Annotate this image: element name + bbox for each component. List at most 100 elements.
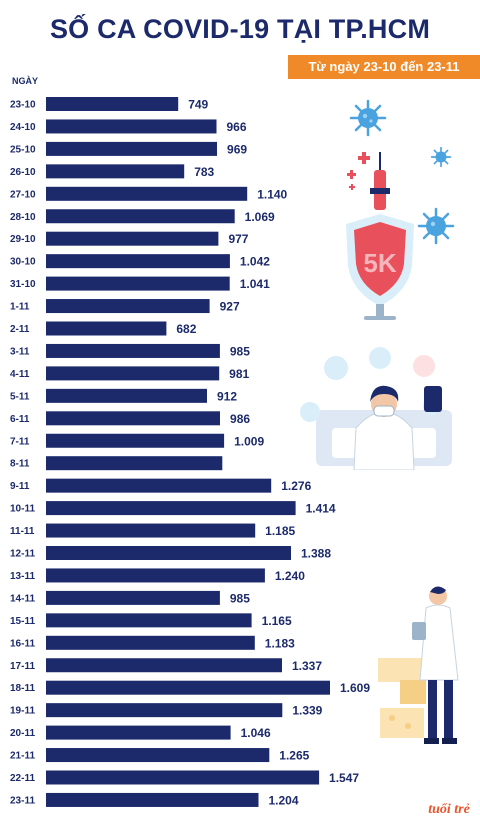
category-label: 16-11 (10, 638, 35, 649)
category-label: 9-11 (10, 481, 30, 492)
date-range-badge: Từ ngày 23-10 đến 23-11 (288, 55, 480, 79)
category-label: 31-10 (10, 279, 36, 290)
virus-icon (430, 146, 452, 168)
bar (46, 343, 220, 358)
category-label: 28-10 (10, 212, 36, 223)
value-label: 1.339 (292, 704, 322, 718)
bar (46, 748, 270, 763)
bar (46, 97, 179, 111)
value-label: 1.388 (301, 547, 331, 561)
bar (46, 433, 225, 448)
value-label: 1.046 (241, 726, 271, 740)
bar (46, 680, 330, 695)
doctor-icon (378, 586, 459, 744)
bar (46, 635, 255, 650)
y-axis-label: NGÀY (12, 76, 39, 86)
bar (46, 658, 282, 673)
category-label: 20-11 (10, 728, 35, 739)
category-label: 2-11 (10, 324, 30, 335)
bar (46, 568, 265, 583)
value-label: 1.041 (240, 277, 270, 291)
category-label: 29-10 (10, 234, 36, 245)
category-label: 10-11 (10, 504, 35, 515)
value-label: 969 (227, 142, 247, 156)
category-label: 24-10 (10, 122, 36, 133)
value-label: 977 (228, 232, 248, 246)
bar (46, 501, 296, 516)
category-label: 18-11 (10, 683, 35, 694)
value-label: 927 (220, 300, 240, 314)
value-label: 1.609 (340, 681, 370, 695)
bar (46, 613, 252, 628)
value-label: 1.165 (262, 614, 292, 628)
bar (46, 703, 283, 718)
value-label: 966 (227, 120, 247, 134)
bar (46, 164, 185, 179)
bar (46, 119, 217, 134)
category-label: 19-11 (10, 706, 35, 717)
value-label: 682 (176, 322, 196, 336)
category-label: 17-11 (10, 661, 35, 672)
value-label: 1.009 (234, 434, 264, 448)
value-label: 1.265 (279, 749, 309, 763)
category-label: 23-11 (10, 795, 35, 806)
page-title: SỐ CA COVID-19 TẠI TP.HCM (49, 14, 431, 44)
value-label: 912 (217, 389, 237, 403)
bar (46, 770, 320, 785)
bar (46, 141, 217, 156)
category-label: 21-11 (10, 751, 35, 762)
category-label: 5-11 (10, 391, 30, 402)
value-label: 1.240 (275, 569, 305, 583)
category-label: 30-10 (10, 257, 36, 268)
category-label: 22-11 (10, 773, 35, 784)
bar (46, 231, 219, 246)
category-label: 27-10 (10, 189, 36, 200)
category-label: 6-11 (10, 414, 30, 425)
value-label: 1.185 (265, 524, 295, 538)
value-label: 1.183 (265, 636, 295, 650)
category-label: 15-11 (10, 616, 35, 627)
bar (46, 366, 220, 381)
bar (46, 186, 248, 201)
value-label: 1.204 (269, 793, 299, 807)
brand-logo: tuổi trẻ (428, 802, 470, 817)
value-label: 1.337 (292, 659, 322, 673)
value-label: 749 (188, 98, 208, 112)
value-label: 1.042 (240, 255, 270, 269)
bar (46, 299, 210, 314)
bar (46, 276, 230, 291)
bar (46, 321, 167, 336)
category-label: 23-10 (10, 100, 36, 111)
category-label: 3-11 (10, 346, 30, 357)
category-label: 13-11 (10, 571, 35, 582)
category-label: 7-11 (10, 436, 30, 447)
bar (46, 590, 220, 605)
category-label: 25-10 (10, 144, 36, 155)
value-label: 1.414 (306, 502, 336, 516)
value-label: 1.069 (245, 210, 275, 224)
virus-icon (349, 99, 387, 137)
bar (46, 388, 207, 403)
category-label: 26-10 (10, 167, 36, 178)
virus-icon (417, 207, 455, 245)
svg-text:5K: 5K (363, 248, 396, 278)
category-label: 14-11 (10, 593, 35, 604)
shield-5k-icon: 5K (346, 214, 414, 320)
value-label: 1.140 (257, 187, 287, 201)
bar (46, 209, 235, 224)
bar (46, 792, 259, 807)
bar (46, 478, 272, 493)
category-label: 11-11 (10, 526, 35, 537)
value-label: 985 (230, 591, 250, 605)
value-label: 1.547 (329, 771, 359, 785)
value-label: 783 (194, 165, 214, 179)
value-label: 981 (229, 367, 249, 381)
bar (46, 523, 256, 538)
bar (46, 725, 231, 740)
category-label: 4-11 (10, 369, 30, 380)
bar (46, 411, 220, 426)
value-label: 986 (230, 412, 250, 426)
category-label: 8-11 (10, 459, 30, 470)
syringe-icon (347, 152, 390, 210)
